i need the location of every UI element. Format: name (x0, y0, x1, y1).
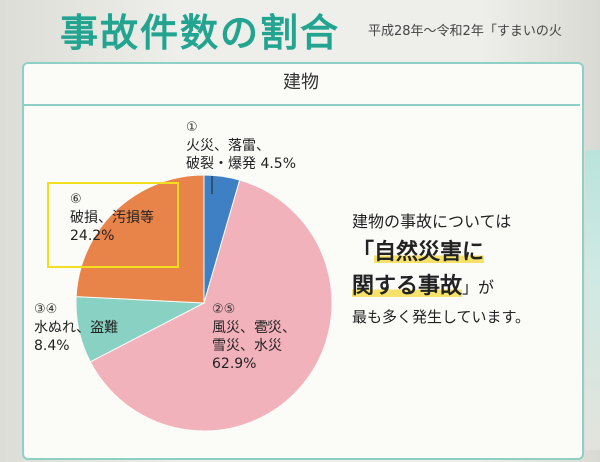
slice-marker: ②⑤ (212, 302, 236, 317)
slice-label-natural-disaster: ②⑤ 風災、雹災、 ひょう 雪災、水災 62.9% (212, 300, 296, 373)
slice-value: 62.9% (212, 356, 257, 372)
callout-line-2: 「自然災害に (352, 240, 485, 265)
slice-label-line: 破損、汚損等 (70, 210, 154, 226)
page-subtitle: 平成28年～令和2年「すまいの火 (368, 24, 562, 39)
slice-label-line: 破裂・爆発 4.5% (186, 156, 297, 172)
slice-marker: ① (186, 120, 198, 135)
callout-line-4: 最も多く発生しています。 (352, 308, 531, 326)
pie-slice-4 (75, 174, 205, 304)
slice-label-line: 風災、雹災、 (212, 320, 296, 336)
ruby-text: ひょう (258, 319, 279, 327)
slice-marker: ③④ (34, 302, 58, 317)
page-title: 事故件数の割合 (60, 11, 341, 55)
slice-label-line: 火災、落雷、 (186, 138, 270, 154)
pie-slice-2 (89, 179, 333, 432)
slice-label-water-theft: ③④ 水ぬれ、盗難 8.4% (34, 300, 118, 355)
callout-line-1: 建物の事故については (352, 212, 512, 231)
slice-value: 8.4% (34, 338, 70, 354)
slice-value: 24.2% (70, 228, 115, 244)
slice-label-line: 雪災、水災 (212, 338, 282, 354)
card-heading: 建物 (22, 62, 580, 106)
highlight-box (47, 182, 179, 268)
slice-marker: ⑥ (70, 192, 82, 207)
callout-line-3: 関する事故」が (352, 274, 495, 299)
slice-label-damage: ⑥ 破損、汚損等 24.2% (70, 190, 154, 245)
slice-label-fire: ① 火災、落雷、 破裂・爆発 4.5% (186, 118, 296, 173)
slice-label-line: 水ぬれ、盗難 (34, 320, 119, 336)
side-index-tabs (585, 150, 600, 450)
